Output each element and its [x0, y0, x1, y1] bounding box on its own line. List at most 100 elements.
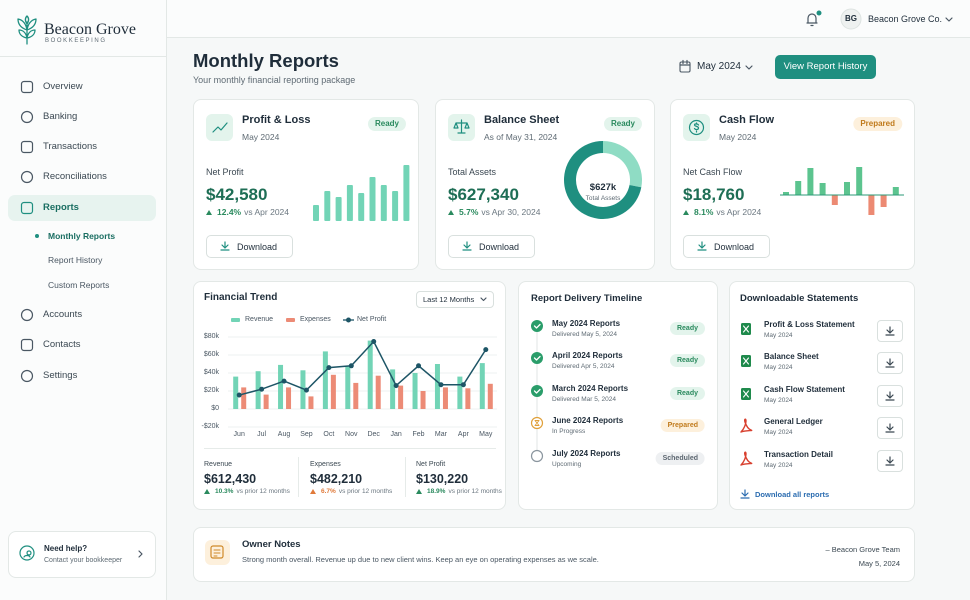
- timeline-detail: In Progress: [552, 428, 586, 436]
- y-tick-label: $20k: [203, 386, 219, 394]
- stat-label: Net Profit: [416, 460, 446, 468]
- stat-label: Expenses: [310, 460, 341, 468]
- metric-value: $627,340: [448, 184, 519, 204]
- up-arrow: [683, 210, 689, 216]
- nav-label[interactable]: Overview: [43, 81, 83, 93]
- y-tick-label: -$20k: [201, 422, 219, 430]
- download-button[interactable]: [683, 235, 770, 258]
- x-tick-label: Jan: [390, 430, 402, 438]
- up-arrow: [206, 210, 212, 216]
- change-row: 5.7% vs Apr 30, 2024: [448, 207, 540, 218]
- card-title: Downloadable Statements: [740, 293, 859, 305]
- change-row: 18.9% vs prior 12 months: [416, 488, 502, 496]
- statement-date: May 2024: [764, 397, 793, 405]
- chevron: [745, 65, 753, 70]
- comparison: vs prior 12 months: [448, 487, 502, 495]
- nav-item[interactable]: [12, 105, 152, 129]
- timeline-detail: Delivered Apr 5, 2024: [552, 363, 615, 371]
- download-button[interactable]: [877, 385, 903, 407]
- download-button[interactable]: [877, 417, 903, 439]
- statement-name: Balance Sheet: [764, 352, 819, 362]
- metric-value: $42,580: [206, 184, 268, 204]
- download-button[interactable]: [448, 235, 535, 258]
- statement-date: May 2024: [764, 364, 793, 372]
- help-box[interactable]: [8, 531, 156, 578]
- download-button[interactable]: [877, 320, 903, 342]
- download-button[interactable]: [877, 352, 903, 374]
- change-row: 8.1% vs Apr 2024: [683, 207, 761, 218]
- change-row: 10.3% vs prior 12 months: [204, 488, 290, 496]
- subnav-label[interactable]: Custom Reports: [48, 279, 110, 290]
- donut-label: Total Assets: [585, 194, 621, 202]
- card-date: As of May 31, 2024: [484, 131, 558, 142]
- range-dropdown[interactable]: [416, 291, 494, 308]
- legend-label: Net Profit: [357, 315, 387, 323]
- help-title: Need help?: [44, 544, 88, 554]
- nav-label[interactable]: Banking: [43, 111, 78, 123]
- avatar-initials: BG: [845, 14, 857, 24]
- stat-value: $612,430: [204, 471, 257, 486]
- stat-label: Revenue: [204, 460, 233, 468]
- metric-label: Net Profit: [206, 166, 244, 177]
- nav-label[interactable]: Accounts: [43, 309, 83, 321]
- nav-label[interactable]: Reports: [43, 202, 79, 214]
- x-tick-label: Jun: [233, 430, 245, 438]
- bell-button[interactable]: [802, 8, 822, 30]
- statement-date: May 2024: [764, 462, 793, 470]
- calendar-icon: [679, 59, 691, 66]
- status-pill: Ready: [603, 117, 642, 131]
- button-label[interactable]: Download: [714, 241, 755, 252]
- brand-name: Beacon Grove: [44, 21, 136, 39]
- download-button[interactable]: [877, 450, 903, 472]
- card-title: Profit & Loss: [242, 114, 311, 127]
- subnav-label[interactable]: Report History: [48, 254, 103, 265]
- y-tick-label: $60k: [203, 350, 219, 358]
- change: 5.7%: [459, 207, 479, 218]
- stat-value: $130,220: [416, 471, 469, 486]
- account-name[interactable]: Beacon Grove Co.: [868, 13, 943, 24]
- nav-item[interactable]: [12, 333, 152, 357]
- nav-label[interactable]: Transactions: [43, 141, 98, 153]
- divider: [405, 457, 406, 497]
- notes-text: Strong month overall. Revenue up due to …: [242, 554, 599, 564]
- card-title: Balance Sheet: [484, 114, 560, 127]
- nav-item[interactable]: [12, 364, 152, 388]
- nav-item[interactable]: [12, 196, 152, 220]
- download-all-link[interactable]: Download all reports: [755, 489, 830, 499]
- nav-label[interactable]: Settings: [43, 370, 78, 382]
- timeline-title: March 2024 Reports: [552, 384, 629, 394]
- download-button[interactable]: [206, 235, 293, 258]
- x-tick-label: Jul: [257, 430, 267, 438]
- card-title: Financial Trend: [204, 292, 278, 303]
- change-row: 6.7% vs prior 12 months: [310, 488, 392, 496]
- subnav-label[interactable]: Monthly Reports: [48, 230, 116, 241]
- card-date: May 2024: [242, 131, 280, 142]
- topbar: [167, 0, 970, 38]
- x-tick-label: May: [479, 430, 493, 438]
- primary-button[interactable]: [775, 55, 876, 79]
- statement-name: Profit & Loss Statement: [764, 320, 855, 330]
- timeline-detail: Upcoming: [552, 461, 582, 469]
- page-subtitle: Your monthly financial reporting package: [193, 74, 356, 85]
- change: 6.7%: [321, 487, 336, 495]
- x-tick-label: Sep: [300, 430, 313, 438]
- card-title: Report Delivery Timeline: [531, 293, 643, 305]
- sidebar: [0, 0, 167, 600]
- dropdown-label[interactable]: Last 12 Months: [423, 295, 475, 304]
- legend-label: Expenses: [300, 315, 331, 323]
- statement-date: May 2024: [764, 332, 793, 340]
- button-label[interactable]: Download: [479, 241, 520, 252]
- button-label[interactable]: Download: [237, 241, 278, 252]
- button-label[interactable]: View Report History: [783, 61, 868, 73]
- divider: [298, 457, 299, 497]
- timeline-detail: Delivered May 5, 2024: [552, 331, 618, 339]
- change: 18.9%: [427, 487, 446, 495]
- x-tick-label: Apr: [457, 430, 469, 438]
- nav-label[interactable]: Reconciliations: [43, 171, 107, 183]
- x-tick-label: Dec: [367, 430, 380, 438]
- up-arrow: [448, 210, 454, 216]
- nav-label[interactable]: Contacts: [43, 339, 81, 351]
- notes-author: – Beacon Grove Team: [825, 544, 901, 554]
- period-picker[interactable]: May 2024: [697, 61, 741, 72]
